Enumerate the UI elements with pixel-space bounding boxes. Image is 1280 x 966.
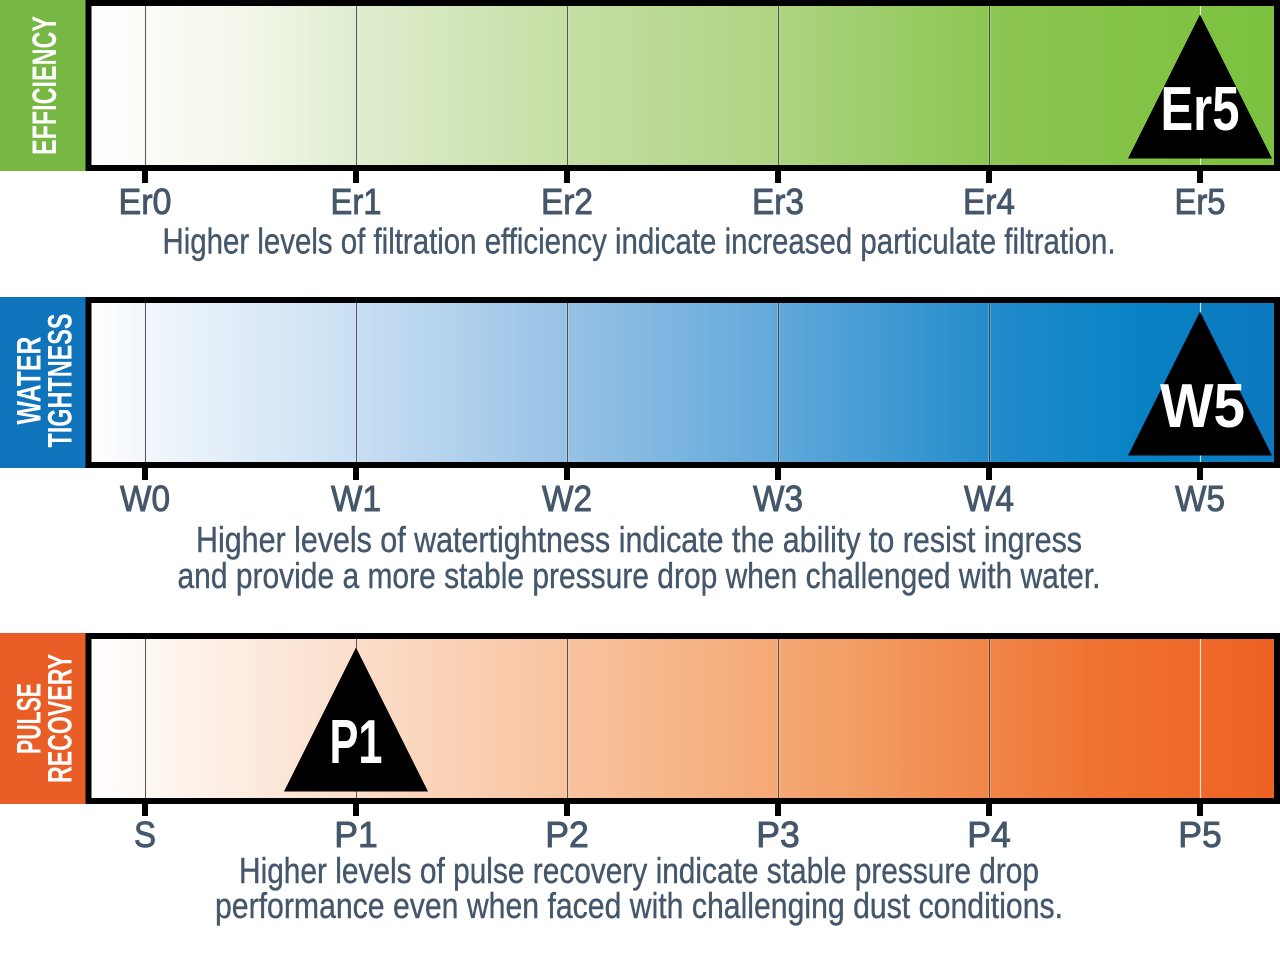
svg-text:Higher levels of watertightnes: Higher levels of watertightness indicate… <box>196 519 1082 560</box>
svg-text:W5: W5 <box>1160 372 1245 441</box>
svg-text:W1: W1 <box>331 478 381 519</box>
svg-text:P5: P5 <box>1178 814 1222 855</box>
svg-text:W4: W4 <box>964 478 1014 519</box>
svg-text:RECOVERY: RECOVERY <box>41 654 79 783</box>
svg-text:Er4: Er4 <box>963 181 1015 222</box>
svg-text:performance even when faced wi: performance even when faced with challen… <box>215 885 1063 926</box>
svg-text:Er0: Er0 <box>119 181 172 222</box>
svg-text:Higher levels of filtration ef: Higher levels of filtration efficiency i… <box>163 221 1116 262</box>
svg-text:S: S <box>134 814 156 855</box>
svg-text:WATER: WATER <box>10 337 48 425</box>
svg-text:Er5: Er5 <box>1161 75 1240 144</box>
svg-text:Er1: Er1 <box>331 181 382 222</box>
svg-text:Er3: Er3 <box>752 181 804 222</box>
svg-text:PULSE: PULSE <box>10 683 48 754</box>
svg-text:W5: W5 <box>1175 478 1225 519</box>
svg-text:P3: P3 <box>756 814 800 855</box>
svg-text:P4: P4 <box>967 814 1011 855</box>
svg-text:Higher levels of pulse recover: Higher levels of pulse recovery indicate… <box>239 850 1039 891</box>
svg-text:W3: W3 <box>753 478 803 519</box>
svg-text:EFFICIENCY: EFFICIENCY <box>26 16 64 155</box>
svg-text:P2: P2 <box>545 814 589 855</box>
svg-text:Er2: Er2 <box>541 181 593 222</box>
svg-text:TIGHTNESS: TIGHTNESS <box>41 314 79 448</box>
svg-text:Er5: Er5 <box>1175 181 1226 222</box>
svg-text:P1: P1 <box>330 708 383 777</box>
svg-text:and provide a more stable pres: and provide a more stable pressure drop … <box>178 555 1101 596</box>
svg-text:P1: P1 <box>334 814 378 855</box>
svg-text:W2: W2 <box>542 478 592 519</box>
svg-text:W0: W0 <box>120 478 170 519</box>
